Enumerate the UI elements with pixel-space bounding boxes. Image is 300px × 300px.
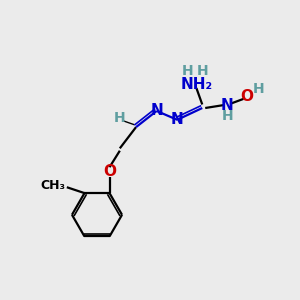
Text: NH₂: NH₂ — [180, 77, 212, 92]
Text: N: N — [150, 103, 163, 118]
Text: H: H — [196, 64, 208, 78]
Text: H: H — [114, 111, 126, 125]
Text: N: N — [221, 98, 234, 112]
Text: O: O — [103, 164, 116, 179]
Text: H: H — [221, 109, 233, 123]
Text: N: N — [171, 112, 184, 127]
Text: H: H — [253, 82, 265, 97]
Text: H: H — [182, 64, 194, 78]
Text: CH₃: CH₃ — [40, 179, 65, 192]
Text: O: O — [240, 89, 253, 104]
